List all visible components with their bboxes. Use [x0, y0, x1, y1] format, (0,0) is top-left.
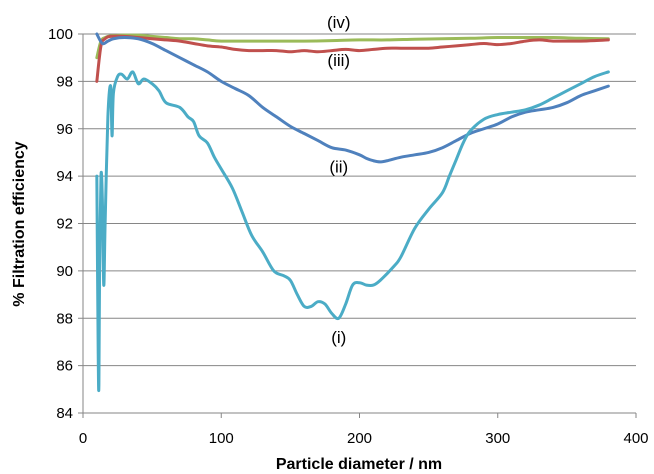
- x-tick-labels: 0 100 200 300 400: [79, 430, 649, 447]
- y-tick-label-100: 100: [48, 26, 73, 43]
- x-tick-label-200: 200: [347, 430, 372, 447]
- series-line-iii: [95, 34, 610, 83]
- gridlines: [83, 33, 636, 367]
- x-tick-label-400: 400: [623, 430, 648, 447]
- curve-label-ii: (ii): [329, 158, 348, 177]
- series-lines: [95, 32, 610, 392]
- y-tick-label-88: 88: [56, 310, 73, 327]
- x-axis-title: Particle diameter / nm: [276, 456, 442, 473]
- curve-annotations: (i) (ii) (iii) (iv): [327, 13, 351, 347]
- y-tick-label-92: 92: [56, 216, 73, 233]
- x-tick-label-100: 100: [209, 430, 234, 447]
- y-tick-label-94: 94: [56, 168, 73, 185]
- y-tick-label-98: 98: [56, 73, 73, 90]
- curve-label-i: (i): [331, 328, 346, 347]
- series-line-ii: [95, 32, 610, 164]
- series-line-i: [95, 70, 610, 392]
- curve-label-iv: (iv): [327, 13, 351, 32]
- y-axis-title: % Filtration efficiency: [11, 141, 28, 306]
- y-tick-labels: 84 86 88 90 92 94 96 98 100: [48, 26, 73, 422]
- axes: [78, 33, 637, 418]
- y-tick-label-84: 84: [56, 405, 73, 422]
- x-tick-label-0: 0: [79, 430, 87, 447]
- y-tick-label-90: 90: [56, 263, 73, 280]
- y-tick-label-86: 86: [56, 358, 73, 375]
- x-tick-label-300: 300: [485, 430, 510, 447]
- y-tick-label-96: 96: [56, 121, 73, 138]
- curve-label-iii: (iii): [327, 51, 350, 70]
